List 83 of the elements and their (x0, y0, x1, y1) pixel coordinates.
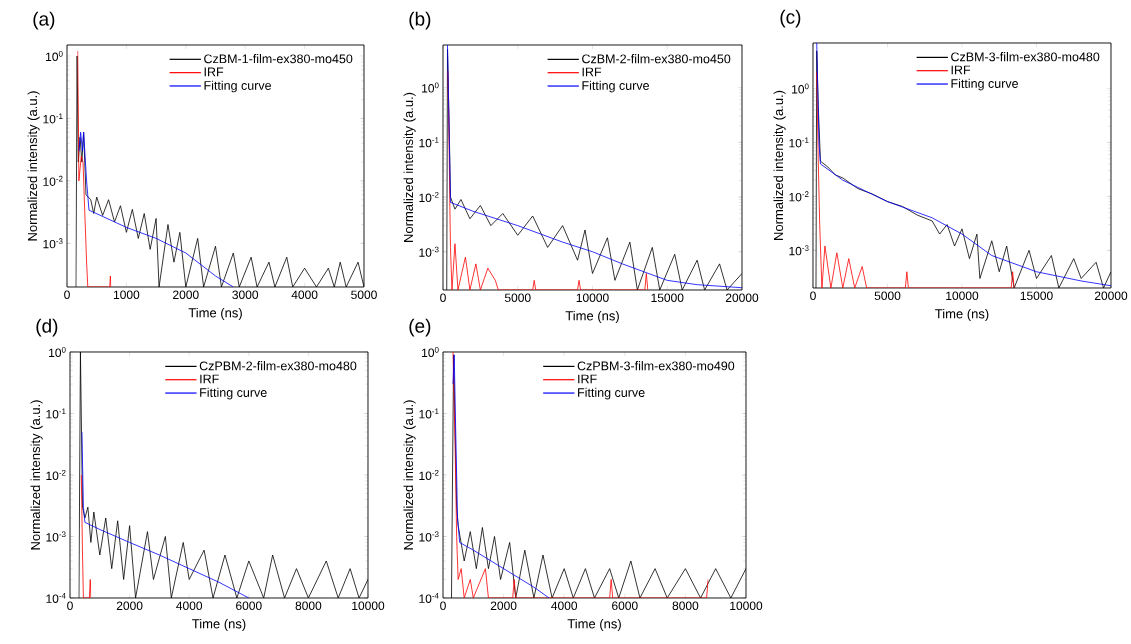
x-tick-label: 20000 (1094, 291, 1128, 301)
y-axis-title: Normalized intensity (a.u.) (27, 91, 40, 241)
y-axis-title: Normalized intensity (a.u.) (403, 400, 416, 550)
x-tick-label: 10000 (576, 293, 609, 303)
chart-title: (c) (780, 9, 801, 28)
y-tick-label: 10$^{-1}$ (43, 113, 63, 124)
legend-label: Fitting curve (204, 80, 272, 93)
x-tick-label: 2000 (116, 601, 143, 611)
y-tick-label: 10$^{-3}$ (43, 238, 63, 249)
x-axis-title: Time (ns) (567, 618, 621, 631)
y-tick-label: 10$^{-2}$ (46, 469, 66, 481)
x-tick-label: 10000 (352, 601, 385, 611)
y-tick-label: 10$^{-3}$ (789, 245, 809, 256)
x-tick-label: 2000 (173, 290, 199, 300)
chart-title: (e) (409, 318, 431, 337)
x-tick-label: 0 (440, 293, 446, 303)
x-axis-title: Time (ns) (188, 307, 242, 320)
x-axis-title: Time (ns) (192, 618, 246, 631)
x-tick-label: 3000 (232, 290, 259, 300)
x-tick-label: 6000 (612, 601, 638, 611)
chart-title: (d) (36, 318, 58, 337)
x-axis-title: Time (ns) (565, 310, 619, 323)
x-tick-label: 5000 (351, 290, 377, 300)
x-tick-label: 8000 (295, 601, 322, 611)
x-tick-label: 4000 (176, 601, 203, 611)
x-tick-label: 1000 (113, 290, 140, 300)
legend-label: IRF (578, 374, 597, 384)
x-tick-label: 0 (67, 601, 73, 611)
y-axis-title: Normalized intensity (a.u.) (403, 92, 416, 242)
y-tick-label: 10$^{0}$ (422, 82, 439, 93)
y-tick-label: 10$^{0}$ (49, 346, 66, 358)
y-tick-label: 10$^{-1}$ (789, 137, 809, 148)
x-tick-label: 20000 (725, 293, 759, 303)
x-tick-label: 5000 (504, 293, 531, 303)
legend-label: IRF (200, 374, 219, 384)
y-tick-label: 10$^{0}$ (46, 50, 63, 62)
legend-label: CzPBM-3-film-ex380-mo490 (577, 361, 735, 371)
y-tick-label: 10$^{-1}$ (46, 408, 66, 419)
y-axis-title: Normalized intensity (a.u.) (30, 400, 43, 550)
line-series (80, 474, 92, 598)
legend-label: CzBM-3-film-ex380-mo480 (951, 52, 1100, 62)
legend-label: Fitting curve (200, 387, 267, 400)
y-tick-label: 10$^{-1}$ (419, 137, 439, 148)
y-tick-label: 10$^{-3}$ (419, 246, 439, 257)
line-series (78, 131, 234, 287)
x-tick-label: 0 (440, 601, 446, 611)
line-series (81, 431, 250, 598)
y-tick-label: 10$^{-4}$ (419, 593, 439, 603)
legend-label: CzBM-1-film-ex380-mo450 (204, 54, 353, 64)
y-tick-label: 10$^{-2}$ (43, 175, 63, 186)
x-tick-label: 15000 (1020, 291, 1053, 301)
x-tick-label: 4000 (551, 601, 578, 611)
legend-label: IRF (951, 65, 971, 75)
x-axis-title: Time (ns) (935, 308, 989, 321)
x-tick-label: 6000 (236, 601, 262, 611)
x-tick-label: 0 (810, 291, 816, 301)
legend-label: IRF (582, 67, 602, 77)
y-tick-label: 10$^{0}$ (792, 83, 809, 94)
x-tick-label: 10000 (946, 291, 979, 301)
legend-label: Fitting curve (951, 78, 1018, 91)
y-tick-label: 10$^{-2}$ (419, 469, 439, 481)
y-tick-label: 10$^{-3}$ (46, 531, 66, 542)
legend-label: CzPBM-2-film-ex380-mo480 (199, 361, 357, 371)
x-tick-label: 0 (64, 290, 70, 300)
legend-label: CzBM-2-film-ex380-mo450 (582, 54, 731, 64)
legend-label: Fitting curve (578, 387, 645, 400)
y-tick-label: 10$^{-3}$ (419, 531, 439, 542)
y-tick-label: 10$^{-2}$ (419, 191, 439, 203)
x-tick-label: 8000 (672, 601, 699, 611)
y-axis-title: Normalized intensity (a.u.) (773, 90, 786, 240)
y-tick-label: 10$^{-1}$ (419, 408, 439, 419)
x-tick-label: 5000 (874, 291, 901, 301)
chart-title: (b) (409, 11, 431, 30)
chart-title: (a) (33, 11, 55, 30)
legend-label: IRF (204, 67, 224, 77)
x-tick-label: 10000 (730, 601, 763, 611)
x-tick-label: 2000 (490, 601, 517, 611)
y-tick-label: 10$^{-2}$ (789, 191, 809, 202)
y-tick-label: 10$^{-4}$ (46, 593, 66, 603)
y-tick-label: 10$^{0}$ (422, 346, 439, 358)
legend-label: Fitting curve (582, 80, 649, 93)
x-tick-label: 15000 (651, 293, 684, 303)
x-tick-label: 4000 (291, 290, 318, 300)
